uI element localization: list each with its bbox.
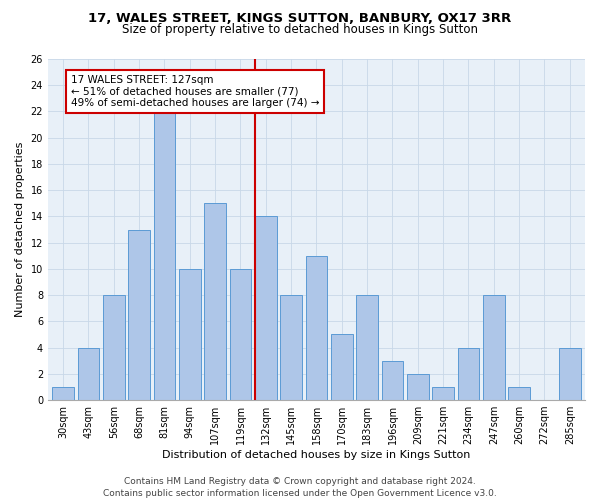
Bar	[458, 348, 479, 400]
Bar	[356, 295, 378, 400]
Y-axis label: Number of detached properties: Number of detached properties	[15, 142, 25, 317]
Text: 17 WALES STREET: 127sqm
← 51% of detached houses are smaller (77)
49% of semi-de: 17 WALES STREET: 127sqm ← 51% of detache…	[71, 74, 319, 108]
Bar	[382, 360, 403, 400]
Bar	[77, 348, 99, 400]
Bar	[255, 216, 277, 400]
Bar	[103, 295, 125, 400]
Bar	[230, 269, 251, 400]
Text: Contains HM Land Registry data © Crown copyright and database right 2024.
Contai: Contains HM Land Registry data © Crown c…	[103, 476, 497, 498]
Bar	[305, 256, 327, 400]
Bar	[483, 295, 505, 400]
Bar	[205, 204, 226, 400]
X-axis label: Distribution of detached houses by size in Kings Sutton: Distribution of detached houses by size …	[162, 450, 470, 460]
Bar	[559, 348, 581, 400]
Bar	[331, 334, 353, 400]
Bar	[508, 387, 530, 400]
Bar	[433, 387, 454, 400]
Bar	[128, 230, 150, 400]
Bar	[52, 387, 74, 400]
Bar	[154, 112, 175, 400]
Bar	[407, 374, 428, 400]
Bar	[280, 295, 302, 400]
Bar	[179, 269, 200, 400]
Text: Size of property relative to detached houses in Kings Sutton: Size of property relative to detached ho…	[122, 22, 478, 36]
Text: 17, WALES STREET, KINGS SUTTON, BANBURY, OX17 3RR: 17, WALES STREET, KINGS SUTTON, BANBURY,…	[88, 12, 512, 26]
